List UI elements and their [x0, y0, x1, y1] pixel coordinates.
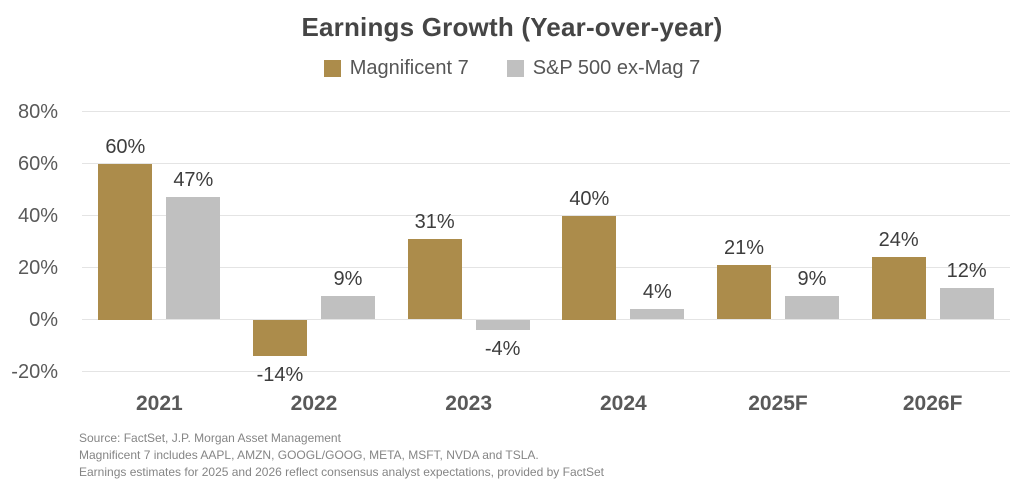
source-note: Source: FactSet, J.P. Morgan Asset Manag…: [79, 430, 604, 481]
bar-magnificent-7-2025f: [717, 264, 771, 320]
bar-s-p-500-ex-mag-7-2022: [321, 296, 375, 320]
value-label-2024-mag7: 40%: [569, 187, 610, 210]
value-label-2022-sp500: 9%: [333, 268, 363, 291]
legend-item-magnificent-7: Magnificent 7: [323, 57, 469, 80]
legend-item-sp500-ex-mag7: S&P 500 ex-Mag 7: [506, 57, 701, 80]
bar-magnificent-7-2026f: [871, 257, 926, 320]
value-label-2023-sp500: -4%: [484, 337, 521, 360]
y-axis-label-40: 40%: [17, 204, 58, 227]
bar-magnificent-7-2021: [98, 163, 153, 320]
chart-title: Earnings Growth (Year-over-year): [301, 12, 723, 42]
bar-s-p-500-ex-mag-7-2026f: [939, 288, 994, 320]
bar-s-p-500-ex-mag-7-2025f: [785, 296, 839, 320]
x-axis-label-2024: 2024: [599, 392, 647, 415]
legend-label-magnificent-7: Magnificent 7: [349, 57, 469, 79]
source-line-2: Magnificent 7 includes AAPL, AMZN, GOOGL…: [79, 448, 539, 462]
y-axis-label-20: 20%: [17, 256, 58, 279]
legend-swatch-sp500-ex-mag7: [506, 60, 524, 77]
value-label-2024-sp500: 4%: [642, 281, 672, 304]
gridline-40: [82, 215, 1010, 216]
value-label-2023-mag7: 31%: [414, 210, 455, 233]
legend-label-sp500-ex-mag7: S&P 500 ex-Mag 7: [532, 57, 701, 79]
bar-magnificent-7-2024: [562, 215, 617, 320]
bar-magnificent-7-2023: [407, 238, 462, 320]
bar-s-p-500-ex-mag-7-2023: [475, 319, 530, 330]
gridline-60: [82, 163, 1010, 164]
y-axis-label--20: -20%: [11, 360, 58, 383]
x-axis-label-2026f: 2026F: [902, 392, 963, 415]
x-axis-label-2025f: 2025F: [748, 392, 808, 415]
value-label-2025f-sp500: 9%: [797, 268, 827, 291]
bar-s-p-500-ex-mag-7-2021: [166, 197, 221, 320]
x-axis-label-2023: 2023: [445, 392, 493, 415]
value-label-2021-sp500: 47%: [173, 169, 214, 192]
bar-s-p-500-ex-mag-7-2024: [630, 309, 685, 320]
bar-magnificent-7-2022: [253, 319, 307, 356]
value-label-2025f-mag7: 21%: [723, 236, 765, 259]
y-axis-label-60: 60%: [17, 152, 58, 175]
source-line-1: Source: FactSet, J.P. Morgan Asset Manag…: [79, 431, 341, 445]
value-label-2021-mag7: 60%: [105, 135, 146, 158]
value-label-2022-mag7: -14%: [256, 363, 304, 386]
x-axis-label-2021: 2021: [135, 392, 183, 415]
legend: Magnificent 7 S&P 500 ex-Mag 7: [0, 57, 1024, 80]
x-axis-label-2022: 2022: [290, 392, 338, 415]
source-line-3: Earnings estimates for 2025 and 2026 ref…: [79, 465, 604, 479]
legend-swatch-magnificent-7: [323, 60, 341, 77]
y-axis-label-0: 0%: [29, 308, 58, 331]
gridline-20: [82, 267, 1010, 268]
gridline-0: [82, 319, 1010, 320]
gridline-80: [82, 111, 1010, 112]
value-label-2026f-mag7: 24%: [878, 229, 919, 252]
y-axis-label-80: 80%: [17, 100, 58, 123]
value-label-2026f-sp500: 12%: [946, 260, 987, 283]
gridline--20: [82, 371, 1010, 372]
